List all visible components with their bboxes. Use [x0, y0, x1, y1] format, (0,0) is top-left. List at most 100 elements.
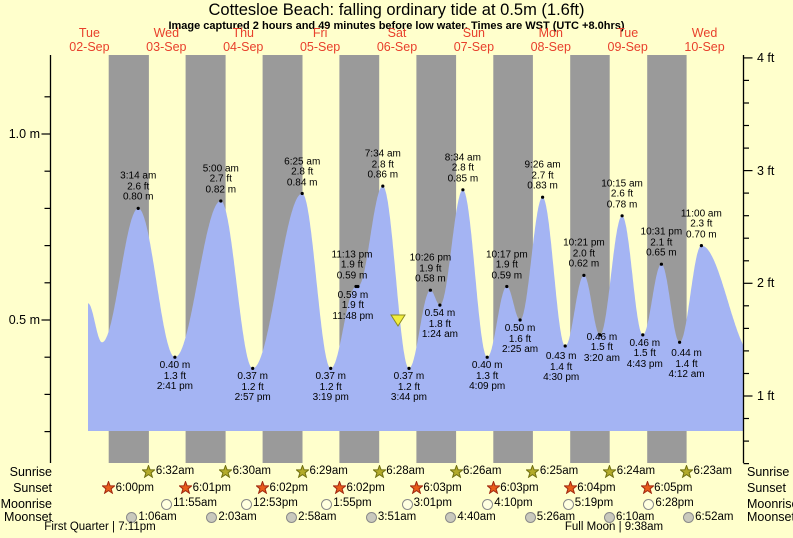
sunset-icon [408, 480, 424, 495]
tide-extreme-dot [219, 199, 223, 203]
moonset-time: 6:52am [695, 510, 734, 523]
sunset-icon [254, 480, 271, 495]
annotation-line: 7:34 am [364, 148, 401, 160]
tide-extreme-dot [518, 318, 522, 322]
high-tide-annotation: 7:34 am 2.8 ft 0.86 m [364, 148, 401, 182]
low-tide-annotation: 0.43 m 1.4 ft 4:30 pm [543, 352, 579, 384]
tide-extreme-dot [678, 340, 682, 344]
day-label: Thu 04-Sep [223, 26, 264, 54]
moonrise-icon [643, 498, 655, 510]
sunrise-time: 6:25am [539, 465, 579, 477]
annotation-line: 1.9 ft [340, 259, 364, 271]
annotation-line: 1.2 ft [319, 381, 342, 393]
sunset-icon [178, 480, 194, 495]
tide-extreme-dot [641, 333, 645, 337]
annotation-line: 0.65 m [646, 247, 677, 259]
day-label-line: Tue [78, 26, 100, 40]
tide-extreme-dot [620, 214, 624, 218]
moonset-icon [365, 512, 377, 523]
annotation-line: 1.5 ft [633, 348, 656, 360]
sunrise-icon [448, 463, 464, 478]
row-label-moonset-right: Moonset [747, 510, 793, 524]
annotation-line: 11:00 am [680, 208, 722, 220]
high-tide-annotation: 10:21 pm 2.0 ft 0.62 m [563, 238, 605, 271]
day-label-line: 10-Sep [684, 39, 725, 54]
low-tide-annotation: 0.40 m 1.3 ft 2:41 pm [157, 361, 193, 393]
sunset-time: 6:03pm [500, 481, 539, 494]
y-axis-label-ft: 1 ft [757, 389, 775, 403]
y-axis-label-ft: 2 ft [757, 276, 775, 290]
annotation-line: 10:15 am [601, 178, 643, 190]
annotation-line: 3:20 am [583, 352, 620, 364]
day-label-line: 04-Sep [223, 39, 264, 54]
low-tide-annotation: 0.40 m 1.3 ft 4:09 pm [469, 361, 505, 393]
sunset-time: 6:04pm [577, 481, 616, 494]
moonset-icon [603, 512, 615, 523]
day-label-line: 07-Sep [453, 39, 495, 54]
page-title: Cottesloe Beach: falling ordinary tide a… [208, 1, 585, 19]
annotation-line: 1.3 ft [163, 370, 187, 382]
annotation-line: 0.58 m [415, 273, 446, 285]
moonrise-time: 4:10pm [494, 497, 533, 509]
moonrise-icon [241, 498, 253, 510]
low-tide-annotation: 0.59 m 1.9 ft 11:48 pm [332, 289, 374, 323]
high-tide-annotation: 6:25 am 2.8 ft 0.84 m [284, 157, 320, 189]
sunset-time: 6:01pm [192, 481, 231, 494]
tide-curve [88, 186, 743, 431]
annotation-line: 2.6 ft [127, 181, 150, 193]
annotation-line: 0.82 m [205, 184, 237, 196]
sunrise-icon [141, 463, 157, 478]
annotation-line: 0.50 m [504, 323, 536, 334]
moonset-icon [524, 512, 536, 523]
moonrise-time: 11:55am [173, 497, 217, 509]
annotation-line: 1.6 ft [508, 333, 532, 345]
annotation-line: 11:48 pm [332, 310, 374, 322]
y-axis-label-m: 1.0 m [8, 127, 40, 141]
moonrise-icon [321, 498, 333, 510]
sunset-time: 6:02pm [346, 481, 385, 494]
day-label-line: 06-Sep [376, 39, 418, 54]
moonset-icon [126, 512, 138, 523]
tide-extreme-dot [582, 273, 586, 277]
high-tide-annotation: 3:14 am 2.6 ft 0.80 m [120, 171, 156, 204]
day-label: Wed 10-Sep [684, 26, 725, 54]
annotation-line: 0.80 m [122, 191, 154, 203]
moonset-icon [683, 512, 695, 523]
tide-extreme-dot [381, 184, 385, 188]
day-label-line: 05-Sep [299, 39, 341, 54]
sunrise-icon [218, 463, 234, 478]
annotation-line: 2.0 ft [572, 248, 596, 260]
annotation-line: 1.4 ft [675, 358, 698, 370]
day-label-line: Tue [617, 26, 639, 40]
tide-extreme-dot [699, 244, 704, 248]
tide-extreme-dot [136, 206, 140, 210]
moonrise-icon [401, 498, 413, 510]
tide-extreme-dot [438, 303, 442, 307]
annotation-line: 10:26 pm [409, 252, 452, 264]
day-label-line: Thu [232, 26, 254, 40]
sunset-time: 6:02pm [269, 481, 308, 494]
low-tide-annotation: 0.37 m 1.2 ft 3:19 pm [313, 372, 349, 404]
tide-extreme-dot [173, 355, 177, 359]
tide-extreme-dot [598, 333, 602, 337]
tide-extreme-dot [563, 344, 567, 348]
moonrise-time: 1:55pm [333, 497, 372, 509]
tide-extreme-dot [461, 188, 465, 192]
annotation-line: 1.9 ft [495, 259, 518, 271]
row-label-sunrise-left: Sunrise [9, 464, 52, 479]
sunrise-icon [294, 463, 311, 478]
day-label-line: 09-Sep [607, 39, 648, 54]
sunset-time: 6:00pm [115, 481, 155, 494]
sunset-icon [101, 480, 117, 495]
annotation-line: 0.85 m [447, 173, 479, 185]
annotation-line: 0.59 m [337, 289, 369, 301]
annotation-line: 0.59 m [336, 270, 368, 282]
annotation-line: 1.2 ft [241, 381, 264, 393]
sunrise-time: 6:28am [386, 465, 425, 477]
annotation-line: 1.9 ft [341, 300, 365, 312]
moonset-icon [286, 512, 298, 523]
current-tide-marker [390, 314, 406, 327]
moonrise-icon [562, 498, 574, 510]
annotation-line: 1.2 ft [397, 381, 421, 393]
